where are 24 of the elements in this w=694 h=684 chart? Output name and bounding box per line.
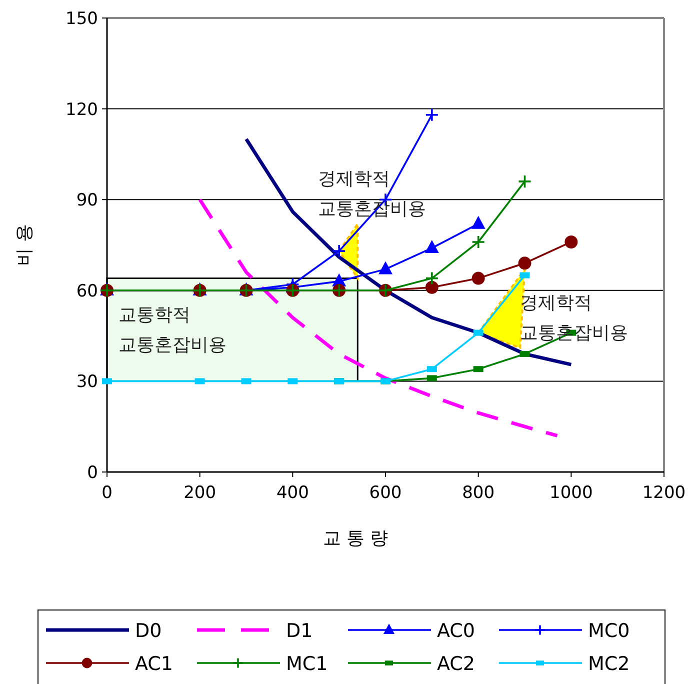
legend-label: AC1 bbox=[135, 653, 174, 675]
y-tick-label: 0 bbox=[87, 463, 98, 483]
x-tick-label: 400 bbox=[276, 483, 309, 503]
x-tick-label: 200 bbox=[184, 483, 216, 503]
legend-label: MC2 bbox=[588, 653, 630, 675]
legend-label: MC1 bbox=[286, 653, 328, 675]
legend-label: D1 bbox=[286, 620, 313, 642]
legend-label: AC0 bbox=[437, 620, 476, 642]
x-axis-title: 교 통 량 bbox=[322, 528, 388, 549]
y-tick-label: 150 bbox=[66, 9, 98, 29]
legend-label: D0 bbox=[135, 620, 162, 642]
y-axis-title: 비 용 bbox=[14, 224, 35, 266]
x-tick-label: 1000 bbox=[550, 483, 593, 503]
legend-label: AC2 bbox=[437, 653, 476, 675]
x-tick-label: 600 bbox=[369, 483, 402, 503]
x-tick-label: 0 bbox=[102, 483, 112, 503]
y-tick-label: 30 bbox=[76, 372, 98, 392]
x-tick-label: 1200 bbox=[642, 483, 686, 503]
annotation: 교통학적 교통혼잡비용 bbox=[118, 304, 227, 356]
y-tick-label: 90 bbox=[76, 190, 98, 211]
legend-label: MC0 bbox=[588, 620, 630, 642]
y-tick-label: 120 bbox=[66, 100, 98, 120]
y-tick-label: 60 bbox=[76, 281, 98, 302]
x-tick-label: 800 bbox=[462, 483, 495, 503]
